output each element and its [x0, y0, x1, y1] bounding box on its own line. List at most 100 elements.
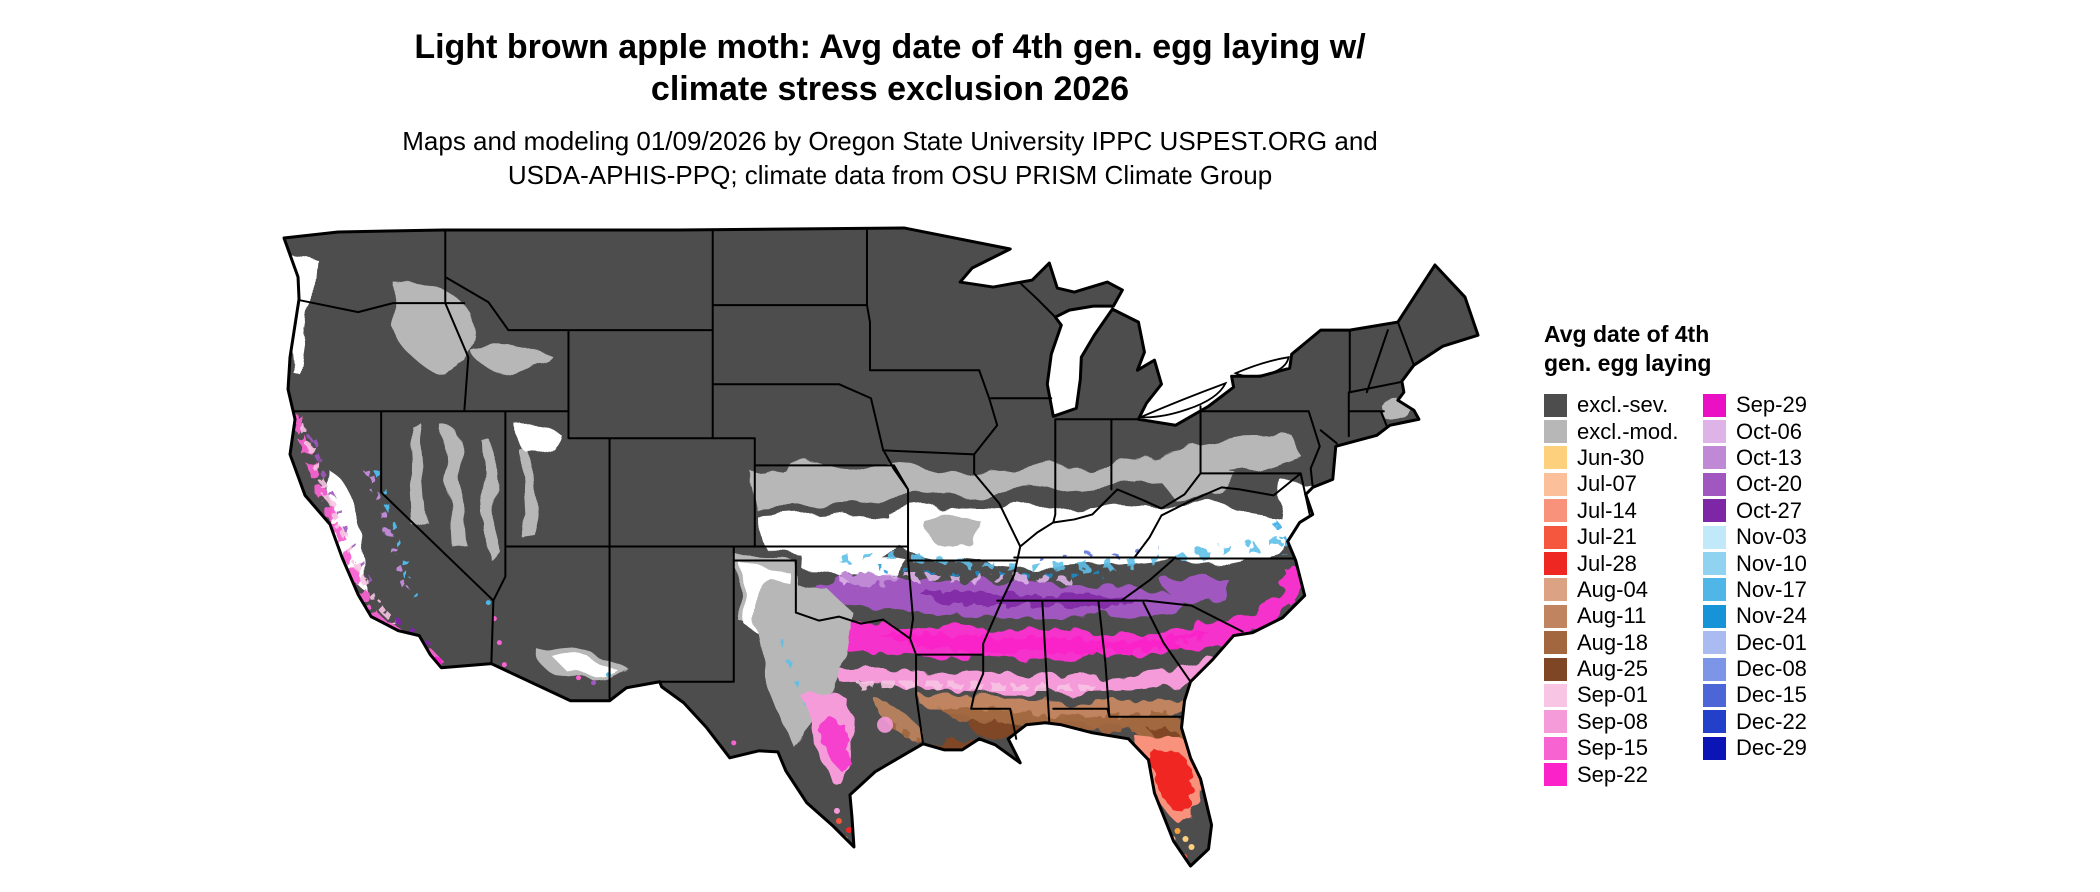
- legend-row: Aug-18: [1544, 630, 1703, 656]
- legend-row: Jul-07: [1544, 471, 1703, 497]
- legend-column-2: Sep-29 Oct-06 Oct-13 Oct-20 Oct-27 Nov-03 Nov-…: [1703, 392, 1807, 761]
- page-title: Light brown apple moth: Avg date of 4th …: [240, 26, 1540, 110]
- legend-label: Nov-10: [1736, 550, 1807, 576]
- legend-row: Oct-13: [1703, 445, 1807, 471]
- legend-label: Aug-11: [1577, 603, 1647, 629]
- title-line-2: climate stress exclusion 2026: [650, 70, 1130, 108]
- legend-swatch: [1544, 657, 1567, 681]
- legend-swatch: [1544, 499, 1567, 523]
- title-line-1: Light brown apple moth: Avg date of 4th …: [414, 28, 1366, 66]
- legend-label: Jul-07: [1577, 471, 1637, 497]
- legend-label: Jul-28: [1577, 550, 1637, 576]
- legend-swatch: [1544, 578, 1567, 602]
- legend-swatch: [1544, 525, 1567, 549]
- legend-label: Sep-15: [1577, 735, 1648, 761]
- legend-swatch: [1703, 657, 1726, 681]
- legend-row: Jul-28: [1544, 550, 1703, 576]
- legend-row: Dec-29: [1703, 735, 1807, 761]
- legend-swatch: [1544, 631, 1567, 655]
- legend-row: excl.-mod.: [1544, 418, 1703, 444]
- map-regions: [284, 227, 1478, 867]
- legend-row: Nov-17: [1703, 577, 1807, 603]
- legend-label: Jul-14: [1577, 497, 1637, 523]
- legend-row: excl.-sev.: [1544, 392, 1703, 418]
- legend-row: Nov-24: [1703, 603, 1807, 629]
- state-borders: [294, 228, 1415, 745]
- legend-label: excl.-sev.: [1577, 392, 1669, 418]
- legend-label: Nov-03: [1736, 524, 1807, 550]
- legend-label: Jul-21: [1577, 524, 1637, 550]
- legend-swatch: [1703, 683, 1726, 707]
- legend-label: Oct-06: [1736, 418, 1803, 444]
- legend-swatch: [1703, 552, 1726, 576]
- legend-columns: excl.-sev. excl.-mod. Jun-30 Jul-07 Jul-14 Ju…: [1544, 392, 1884, 788]
- central-texas-exclusion-wedge: [754, 578, 855, 753]
- legend-swatch: [1544, 446, 1567, 470]
- legend-label: Aug-18: [1577, 629, 1648, 655]
- legend-label: Sep-08: [1577, 708, 1648, 734]
- legend-row: Aug-11: [1544, 603, 1703, 629]
- us-map-svg: [282, 226, 1480, 868]
- legend-row: Jul-14: [1544, 498, 1703, 524]
- us-outline: [282, 226, 1480, 868]
- legend-label: Jun-30: [1577, 444, 1645, 470]
- legend-swatch: [1544, 472, 1567, 496]
- legend-label: Sep-29: [1736, 392, 1807, 418]
- nov-dec-speckle-bands: [373, 469, 1289, 596]
- legend-row: Aug-25: [1544, 656, 1703, 682]
- south-texas-zones: [731, 641, 894, 842]
- legend-title: Avg date of 4th gen. egg laying: [1544, 320, 1884, 378]
- legend-swatch: [1703, 393, 1726, 417]
- legend-swatch: [1544, 736, 1567, 760]
- legend-label: Oct-20: [1736, 471, 1803, 497]
- subtitle-line-1: Maps and modeling 01/09/2026 by Oregon S…: [402, 126, 1378, 156]
- legend-row: Sep-29: [1703, 392, 1807, 418]
- legend-label: Dec-01: [1736, 629, 1807, 655]
- legend-swatch: [1703, 525, 1726, 549]
- legend-swatch: [1703, 420, 1726, 444]
- legend-swatch: [1544, 763, 1567, 787]
- legend-row: Nov-10: [1703, 550, 1807, 576]
- legend-label: Oct-13: [1736, 444, 1803, 470]
- legend-row: Jul-21: [1544, 524, 1703, 550]
- legend-swatch: [1703, 446, 1726, 470]
- legend-title-line-2: gen. egg laying: [1544, 350, 1712, 376]
- legend-label: excl.-mod.: [1577, 418, 1679, 444]
- legend-row: Oct-06: [1703, 418, 1807, 444]
- legend-label: Dec-15: [1736, 682, 1807, 708]
- legend-swatch: [1703, 631, 1726, 655]
- legend-label: Dec-22: [1736, 708, 1807, 734]
- legend-row: Sep-15: [1544, 735, 1703, 761]
- legend-row: Dec-22: [1703, 709, 1807, 735]
- subtitle-line-2: USDA-APHIS-PPQ; climate data from OSU PR…: [507, 160, 1273, 190]
- legend-row: Sep-08: [1544, 709, 1703, 735]
- legend-title-line-1: Avg date of 4th: [1544, 321, 1710, 347]
- legend-swatch: [1544, 552, 1567, 576]
- map-legend: Avg date of 4th gen. egg laying excl.-se…: [1544, 320, 1884, 788]
- legend-row: Sep-22: [1544, 761, 1703, 787]
- legend-swatch: [1703, 578, 1726, 602]
- legend-label: Aug-25: [1577, 656, 1648, 682]
- page-subtitle: Maps and modeling 01/09/2026 by Oregon S…: [240, 124, 1540, 192]
- legend-row: Dec-08: [1703, 656, 1807, 682]
- legend-row: Oct-27: [1703, 498, 1807, 524]
- legend-row: Oct-20: [1703, 471, 1807, 497]
- legend-swatch: [1703, 472, 1726, 496]
- legend-label: Dec-08: [1736, 656, 1807, 682]
- early-september-band: [834, 652, 1232, 693]
- legend-swatch: [1544, 393, 1567, 417]
- legend-label: Oct-27: [1736, 497, 1803, 523]
- legend-row: Aug-04: [1544, 577, 1703, 603]
- legend-label: Sep-01: [1577, 682, 1648, 708]
- legend-swatch: [1703, 499, 1726, 523]
- legend-swatch: [1703, 604, 1726, 628]
- legend-label: Aug-04: [1577, 576, 1648, 602]
- legend-swatch: [1544, 683, 1567, 707]
- legend-label: Sep-22: [1577, 761, 1648, 787]
- legend-swatch: [1703, 736, 1726, 760]
- legend-label: Dec-29: [1736, 735, 1807, 761]
- legend-row: Dec-15: [1703, 682, 1807, 708]
- legend-row: Nov-03: [1703, 524, 1807, 550]
- legend-swatch: [1703, 710, 1726, 734]
